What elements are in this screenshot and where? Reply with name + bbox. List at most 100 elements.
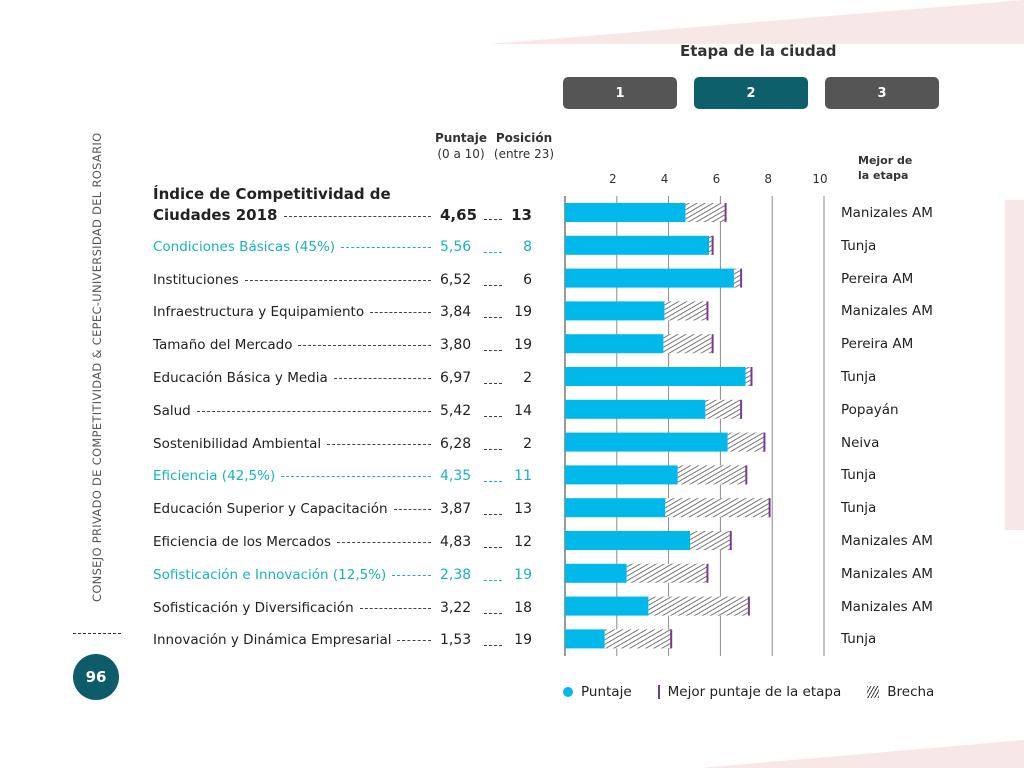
stage-button-3[interactable]: 3 <box>825 77 939 109</box>
chart-legend: Puntaje Mejor puntaje de la etapa Brecha <box>563 684 934 700</box>
row-label: Salud <box>153 403 431 419</box>
row-leader-dots <box>337 542 431 543</box>
score-bar <box>565 498 666 518</box>
row-score: 5,56 <box>440 238 472 255</box>
best-legend-label: Mejor puntaje de la etapa <box>667 684 842 700</box>
gap-bar <box>677 465 747 485</box>
row-position: 18 <box>514 599 532 616</box>
row-label: Sofisticación e Innovación (12,5%) <box>153 567 431 583</box>
row-label: Sostenibilidad Ambiental <box>153 436 431 452</box>
gap-bar <box>727 432 765 452</box>
score-bar <box>565 629 605 649</box>
row-leader-dash <box>484 251 502 253</box>
score-bar <box>565 203 686 222</box>
row-best-city: Tunja <box>841 237 877 254</box>
row-leader-dash <box>484 383 502 384</box>
row-label-text: Tamaño del Mercado <box>153 337 293 354</box>
row-label: Educación Básica y Media <box>153 370 431 386</box>
best-score-marker <box>706 563 709 583</box>
best-header-line1: Mejor de <box>858 154 913 167</box>
row-leader-dots <box>333 378 431 379</box>
publisher-side-text: CONSEJO PRIVADO DE COMPETITIVIDAD & CEPE… <box>90 132 104 602</box>
best-score-marker <box>711 334 714 354</box>
gap-bar <box>733 268 742 288</box>
row-score: 3,87 <box>440 501 472 518</box>
score-bar <box>565 432 728 452</box>
gap-bar <box>685 203 726 222</box>
position-header-title: Posición <box>495 131 553 145</box>
row-best-city: Neiva <box>841 434 880 451</box>
row-label: Instituciones <box>153 272 431 288</box>
x-tick-label: 6 <box>713 172 721 186</box>
gap-bar <box>690 531 731 550</box>
stage-button-2[interactable]: 2 <box>694 77 808 109</box>
row-leader-dash <box>484 415 502 417</box>
gap-bar <box>709 235 713 255</box>
best-score-marker <box>740 399 743 419</box>
row-score: 2,38 <box>440 566 472 583</box>
best-score-marker <box>711 235 714 255</box>
row-label-text: Infraestructura y Equipamiento <box>153 304 365 321</box>
row-score: 5,42 <box>440 402 472 419</box>
row-leader-dots <box>370 312 431 314</box>
row-leader-dash <box>484 547 502 548</box>
page-number-badge: 96 <box>73 654 119 700</box>
row-best-city: Manizales AM <box>841 205 933 221</box>
row-leader-dash <box>484 481 502 483</box>
row-position: 19 <box>514 632 532 649</box>
row-leader-dash <box>484 645 502 647</box>
row-label: Infraestructura y Equipamiento <box>153 304 431 320</box>
row-label-text: Ciudades 2018 <box>153 206 278 224</box>
row-label: Ciudades 2018 <box>153 206 431 224</box>
x-tick-label: 8 <box>764 172 772 186</box>
row-best-city: Pereira AM <box>841 270 914 287</box>
best-score-marker <box>706 301 709 321</box>
row-score: 4,65 <box>440 206 478 224</box>
best-score-marker <box>740 268 743 288</box>
score-bar <box>565 596 649 616</box>
row-position: 19 <box>514 566 532 583</box>
row-leader-dash <box>484 514 502 516</box>
score-bar <box>565 367 746 386</box>
row-best-city: Tunja <box>841 500 877 517</box>
row-label-text: Sofisticación e Innovación (12,5%) <box>153 566 387 583</box>
row-score: 3,22 <box>440 599 472 616</box>
row-score: 6,52 <box>440 271 472 288</box>
row-position: 2 <box>523 435 532 452</box>
best-score-marker <box>763 432 766 452</box>
position-column-header: Posición (entre 23) <box>490 130 558 162</box>
row-label-text: Sofisticación y Diversificación <box>153 599 354 616</box>
row-best-city: Tunja <box>841 631 877 648</box>
score-bar <box>565 563 627 583</box>
row-leader-dash <box>484 219 502 220</box>
row-leader-dash <box>484 317 502 319</box>
row-score: 6,97 <box>440 370 472 386</box>
row-leader-dash <box>484 612 502 614</box>
row-label-text: Eficiencia de los Mercados <box>153 534 332 550</box>
score-legend-label: Puntaje <box>581 684 632 700</box>
row-leader-dots <box>196 410 431 412</box>
row-score: 3,80 <box>440 337 472 354</box>
best-city-header: Mejor de la etapa <box>858 153 912 183</box>
row-label: Innovación y Dinámica Empresarial <box>153 632 431 648</box>
row-label: Sofisticación y Diversificación <box>153 600 431 616</box>
row-position: 2 <box>523 370 532 386</box>
score-header-title: Puntaje <box>435 131 487 145</box>
row-position: 19 <box>514 337 532 354</box>
row-position: 6 <box>523 271 532 288</box>
row-position: 19 <box>514 304 532 321</box>
stage-button-1[interactable]: 1 <box>563 77 677 109</box>
row-leader-dots <box>283 216 431 217</box>
gap-bar <box>664 301 708 321</box>
row-leader-dash <box>484 350 502 352</box>
row-label: Condiciones Básicas (45%) <box>153 239 431 255</box>
row-label-text: Salud <box>153 402 191 419</box>
best-score-marker <box>747 596 750 616</box>
row-best-city: Manizales AM <box>841 303 933 320</box>
gap-legend-swatch <box>867 686 880 698</box>
row-position: 12 <box>514 534 532 550</box>
row-position: 14 <box>514 402 532 419</box>
stage-title: Etapa de la ciudad <box>680 42 837 60</box>
row-position: 11 <box>514 468 532 485</box>
gap-bar <box>648 596 749 616</box>
